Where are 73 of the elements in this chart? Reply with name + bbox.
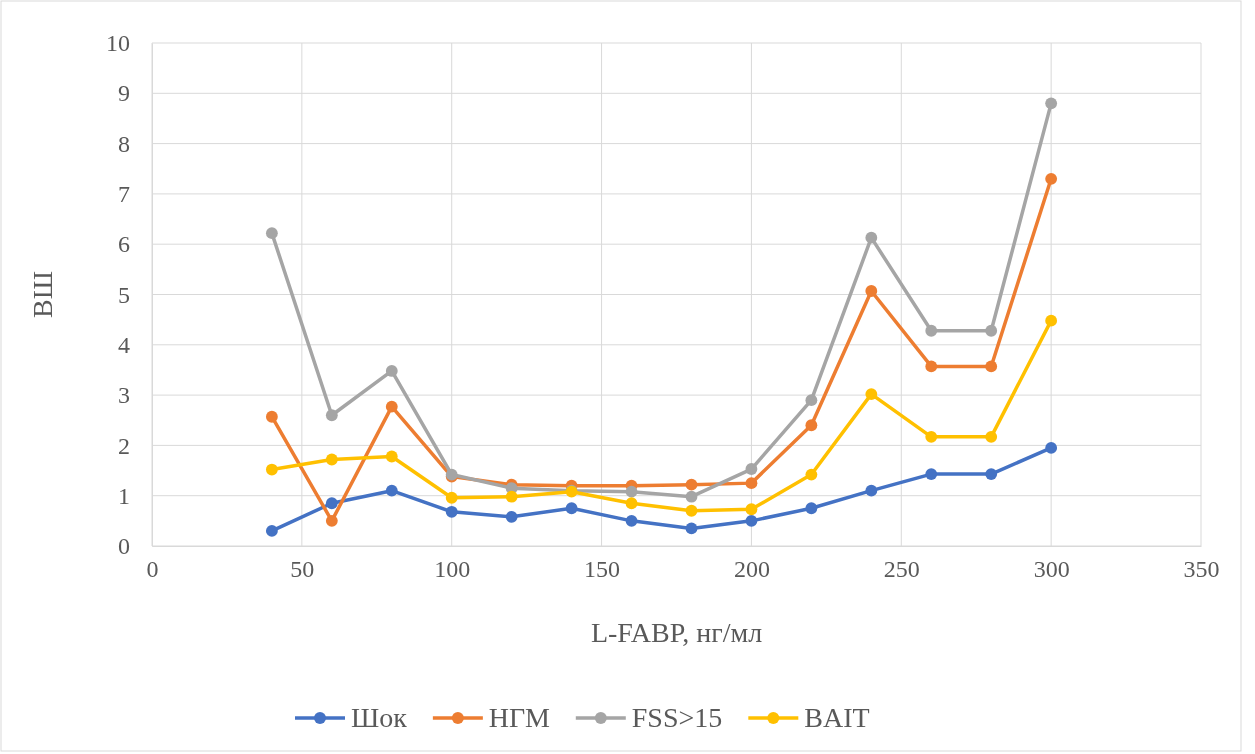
point — [925, 430, 938, 443]
point — [325, 409, 338, 422]
legend-label: FSS>15 — [631, 702, 723, 733]
x-tick-label: 200 — [733, 556, 770, 583]
point — [745, 463, 758, 475]
point — [685, 504, 698, 517]
point — [385, 365, 398, 377]
x-tick-label: 250 — [883, 556, 920, 583]
point — [805, 502, 818, 515]
point — [325, 497, 338, 510]
point — [385, 450, 398, 463]
point — [925, 360, 938, 373]
point — [265, 227, 278, 240]
point — [805, 468, 818, 481]
y-tick-label: 9 — [118, 80, 130, 107]
y-tick-label: 8 — [118, 130, 130, 157]
x-axis-title: L-FABP, нг/мл — [590, 617, 763, 648]
y-tick-label: 2 — [118, 432, 130, 459]
point — [745, 514, 758, 527]
point — [625, 485, 638, 498]
point — [505, 510, 518, 523]
point — [685, 490, 698, 503]
point — [1045, 97, 1058, 110]
x-tick-label: 50 — [290, 556, 315, 583]
x-tick-label: 300 — [1033, 556, 1070, 583]
y-tick-label: 1 — [118, 482, 130, 509]
point — [1045, 442, 1058, 454]
x-tick-label: 150 — [584, 556, 621, 583]
y-tick-label: 3 — [118, 382, 130, 409]
x-tick-label: 0 — [146, 556, 159, 583]
point — [265, 525, 278, 537]
point — [445, 505, 458, 518]
point — [565, 502, 578, 515]
y-tick-label: 4 — [118, 331, 130, 358]
y-tick-label: 5 — [118, 281, 130, 308]
legend-label: Шок — [351, 702, 408, 733]
point — [745, 503, 758, 516]
point — [445, 491, 458, 504]
point — [865, 285, 878, 297]
legend-label: НГМ — [488, 702, 550, 733]
point — [1045, 172, 1058, 185]
point — [985, 324, 998, 337]
point — [865, 484, 878, 497]
point — [1045, 314, 1058, 327]
y-tick-label: 0 — [118, 533, 130, 560]
point — [385, 400, 398, 413]
point — [265, 463, 278, 476]
point — [925, 468, 938, 480]
point — [865, 231, 878, 244]
y-tick-label: 10 — [106, 30, 130, 57]
point — [685, 478, 698, 491]
legend-label: BAIT — [804, 702, 870, 733]
point — [805, 419, 818, 432]
point — [625, 514, 638, 527]
point — [625, 497, 638, 510]
point — [985, 430, 998, 443]
y-tick-label: 6 — [118, 231, 130, 258]
point — [685, 522, 698, 535]
y-tick-label: 7 — [118, 181, 130, 208]
x-tick-label: 350 — [1183, 556, 1220, 583]
point — [505, 490, 518, 503]
point — [985, 360, 998, 373]
y-axis-title: ВШ — [27, 271, 58, 318]
point — [325, 514, 338, 527]
point — [265, 410, 278, 423]
point — [325, 453, 338, 466]
point — [745, 477, 758, 490]
x-tick-label: 100 — [434, 556, 471, 583]
point — [985, 468, 998, 480]
point — [385, 484, 398, 497]
point — [805, 394, 818, 407]
point — [925, 324, 938, 337]
point — [865, 388, 878, 400]
